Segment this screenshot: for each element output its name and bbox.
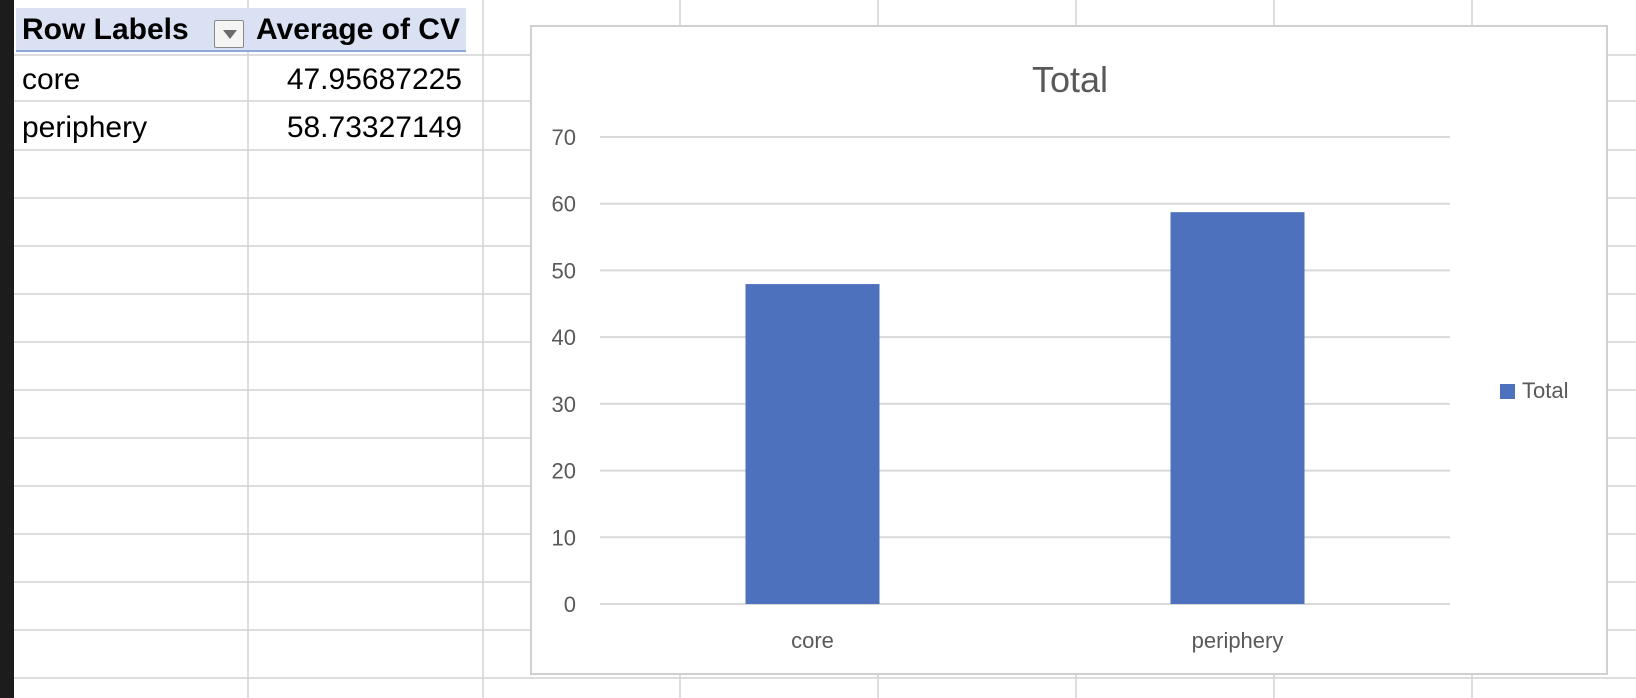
x-axis-categories: core periphery (791, 628, 1283, 653)
legend[interactable]: Total (1500, 378, 1568, 403)
y-tick-label: 20 (552, 459, 576, 484)
pivot-row-core-label[interactable]: core (22, 63, 81, 96)
chart-area[interactable] (530, 25, 1608, 675)
gridlines (600, 136, 1450, 605)
pivot-header-average-cv[interactable]: Average of CV (248, 8, 466, 52)
pivot-row-core-value[interactable]: 47.95687225 (286, 63, 462, 96)
header-average-cv-text: Average of CV (256, 13, 460, 46)
header-row-labels-text: Row Labels (22, 13, 189, 46)
x-category-label: core (791, 628, 834, 653)
bars (745, 212, 1305, 605)
y-tick-label: 50 (552, 258, 576, 283)
y-tick-label: 40 (552, 325, 576, 350)
y-tick-label: 0 (564, 592, 576, 617)
pivot-header-row-labels[interactable]: Row Labels (16, 8, 248, 52)
bar-periphery[interactable] (1170, 212, 1305, 605)
pivot-row-periphery-label[interactable]: periphery (22, 111, 148, 144)
x-category-label: periphery (1192, 628, 1284, 653)
y-tick-label: 60 (552, 192, 576, 217)
legend-swatch (1500, 384, 1515, 399)
y-axis-ticks: 0 10 20 30 40 50 60 70 (552, 125, 576, 617)
bar-core[interactable] (745, 284, 880, 604)
pivot-row-periphery-value[interactable]: 58.73327149 (286, 111, 462, 144)
y-tick-label: 70 (552, 125, 576, 150)
chart-title[interactable]: Total (1032, 59, 1108, 100)
y-tick-label: 30 (552, 392, 576, 417)
filter-dropdown-icon[interactable] (214, 20, 244, 48)
row-header-strip (0, 0, 14, 698)
legend-label: Total (1522, 378, 1568, 403)
y-tick-label: 10 (552, 525, 576, 550)
